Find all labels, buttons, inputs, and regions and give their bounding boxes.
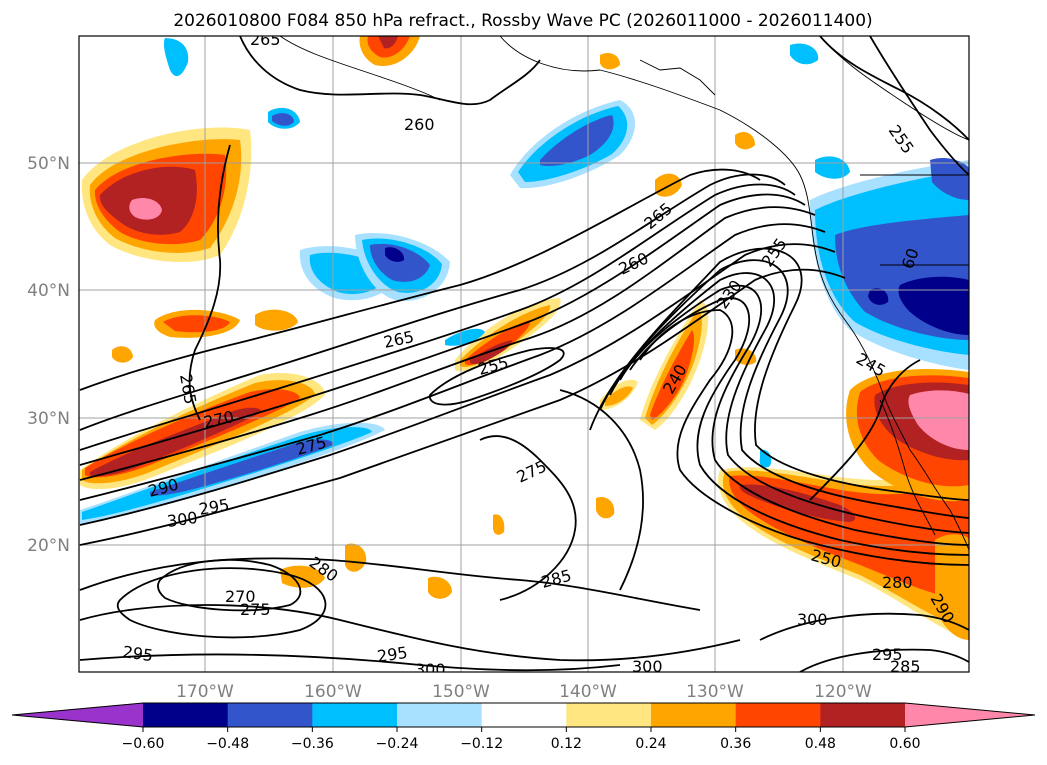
colorbar-tick-label: 0.60 (889, 736, 920, 752)
contour-label: 265 (250, 30, 281, 49)
contour-label: 300 (166, 508, 199, 531)
contour-label: 275 (240, 600, 271, 619)
graticule (79, 36, 969, 672)
map-frame (78, 35, 970, 673)
lon-label-160w: 160°W (304, 682, 362, 702)
contour-label: 295 (376, 643, 409, 666)
contour-label: 260 (404, 115, 435, 134)
colorbar-extend-high (905, 703, 1035, 727)
colorbar-tick-label: −0.24 (376, 736, 419, 752)
colorbar-segment (566, 703, 652, 727)
colorbar: −0.60 −0.48 −0.36 −0.24 −0.12 0.12 0.24 0.36 0.4… (11, 702, 1036, 752)
lon-label-130w: 130°W (686, 682, 744, 702)
colorbar-tick-label: 0.24 (635, 736, 666, 752)
contour-label: 285 (890, 657, 921, 676)
contour-label: 300 (415, 660, 446, 679)
latitude-labels: 20°N 30°N 40°N 50°N (27, 154, 70, 556)
contour-label: 270 (225, 587, 256, 606)
contour-label: 300 (632, 657, 663, 676)
colorbar-tick-label: 0.48 (805, 736, 836, 752)
lon-label-150w: 150°W (432, 682, 490, 702)
colorbar-tick-label: −0.12 (460, 736, 503, 752)
colorbar-tick-label: −0.48 (206, 736, 249, 752)
longitude-labels: 170°W 160°W 150°W 140°W 130°W 120°W (176, 682, 872, 702)
colorbar-tick-label: 0.36 (720, 736, 751, 752)
colorbar-tick-label: −0.60 (122, 736, 165, 752)
colorbar-segment (312, 703, 398, 727)
colorbar-segment (481, 703, 567, 727)
contour-label: 295 (872, 645, 903, 664)
lat-label-50n: 50°N (27, 154, 70, 174)
colorbar-tick-label: 0.12 (551, 736, 582, 752)
contour-label: 295 (121, 642, 154, 665)
colorbar-segment (651, 703, 737, 727)
lon-label-120w: 120°W (814, 682, 872, 702)
lat-label-40n: 40°N (27, 281, 70, 301)
colorbar-extend-low (12, 703, 143, 727)
lat-label-20n: 20°N (27, 536, 70, 556)
contour-label: 280 (882, 573, 913, 592)
lon-label-140w: 140°W (559, 682, 617, 702)
colorbar-segment (397, 703, 483, 727)
coastlines (279, 36, 969, 551)
contours (79, 36, 969, 672)
contour-label: 300 (797, 610, 828, 629)
map-content: 265 260 265 260 255 265 270 265 275 290 … (79, 30, 969, 679)
colorbar-segment (735, 703, 821, 727)
lat-label-30n: 30°N (27, 409, 70, 429)
colorbar-segment (820, 703, 906, 727)
figure-title: 2026010800 F084 850 hPa refract., Rossby… (173, 11, 872, 31)
lon-label-170w: 170°W (176, 682, 234, 702)
colorbar-segment (143, 703, 229, 727)
colorbar-segment (227, 703, 313, 727)
colorbar-tick-label: −0.36 (291, 736, 334, 752)
